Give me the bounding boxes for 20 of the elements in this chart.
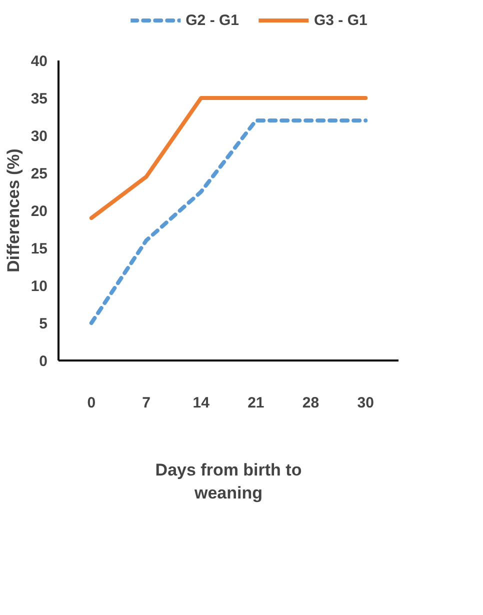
y-tick-label: 20 xyxy=(30,203,48,220)
x-tick-label: 30 xyxy=(357,394,374,412)
y-tick-label: 0 xyxy=(39,353,48,370)
x-axis-title: Days from birth to weaning xyxy=(155,460,302,502)
x-tick-label: 7 xyxy=(142,394,150,412)
y-tick-label: 25 xyxy=(30,166,48,182)
line-series xyxy=(89,118,368,325)
x-tick-label: 28 xyxy=(302,394,320,412)
y-tick-label: 10 xyxy=(30,278,48,295)
y-axis-title: Differences (%) xyxy=(4,148,23,272)
x-tick-label: 14 xyxy=(192,394,210,412)
y-tick-label: 30 xyxy=(30,128,48,145)
y-tick-label: 5 xyxy=(39,316,48,332)
y-tick-label: 40 xyxy=(30,53,48,70)
x-tick-label: 0 xyxy=(87,394,96,412)
legend-label: G3 - G1 xyxy=(314,12,368,28)
y-tick-label: 15 xyxy=(30,240,48,258)
y-tick-label: 35 xyxy=(30,90,48,108)
legend-label: G2 - G1 xyxy=(186,12,239,28)
x-tick-label: 21 xyxy=(248,394,264,412)
